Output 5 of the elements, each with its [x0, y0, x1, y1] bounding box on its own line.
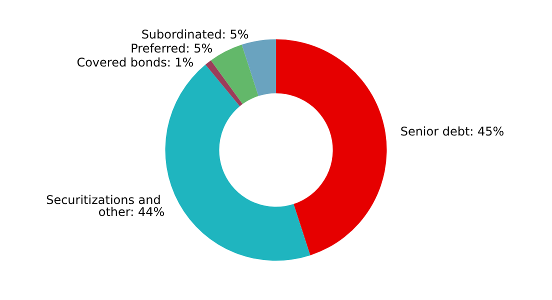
slice-label: Preferred: 5%	[130, 42, 213, 56]
slice-label: Subordinated: 5%	[141, 28, 249, 42]
slice-label: Covered bonds: 1%	[76, 56, 194, 70]
slice-label: Senior debt: 45%	[400, 124, 504, 139]
slice-label: Securitizations and other: 44%	[46, 193, 165, 220]
